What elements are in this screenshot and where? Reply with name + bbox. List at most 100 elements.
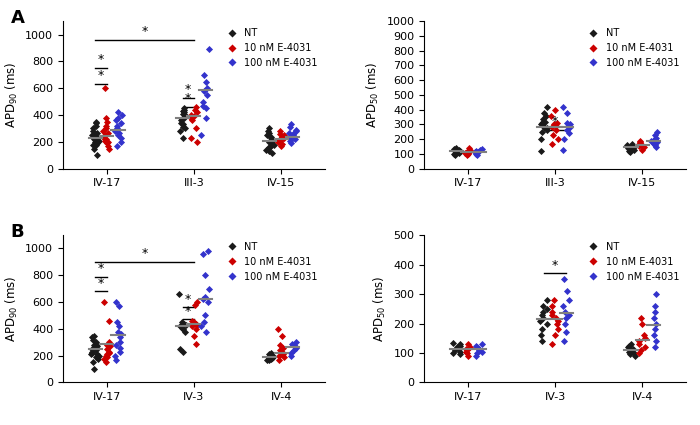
Point (186, 317, 197, 324)
Point (279, 354, 290, 360)
Text: B: B (10, 223, 25, 241)
Point (264, 351, 275, 358)
Point (88, 342, 99, 348)
Point (178, 106, 189, 113)
Point (471, 147, 482, 154)
Point (648, 332, 659, 339)
Point (191, 109, 202, 116)
Point (463, 353, 474, 360)
Point (191, 299, 202, 306)
Text: *: * (98, 69, 104, 82)
Point (561, 329, 572, 336)
Point (633, 350, 644, 357)
Text: *: * (98, 277, 104, 289)
Point (463, 149, 475, 156)
Point (201, 85, 212, 92)
Point (116, 139, 127, 145)
Point (626, 341, 637, 348)
Point (536, 121, 547, 128)
Point (637, 320, 648, 327)
Point (199, 293, 211, 300)
Point (88, 336, 99, 343)
Point (103, 139, 114, 145)
Point (273, 356, 284, 363)
Point (276, 133, 287, 140)
Point (564, 311, 575, 318)
Point (279, 134, 290, 141)
Point (101, 125, 112, 132)
Point (199, 312, 211, 319)
Point (650, 326, 661, 333)
Point (640, 344, 651, 351)
Point (541, 297, 552, 303)
Point (288, 342, 299, 348)
Point (283, 129, 294, 136)
Point (274, 352, 285, 359)
Point (634, 341, 645, 348)
Point (86, 350, 97, 357)
Point (541, 320, 552, 327)
Point (178, 114, 190, 121)
Point (196, 132, 207, 139)
Point (629, 353, 641, 360)
Point (459, 150, 470, 157)
Point (90, 136, 101, 143)
Point (116, 112, 127, 119)
Point (547, 311, 558, 318)
Point (99, 137, 111, 144)
Point (553, 326, 564, 333)
Point (636, 347, 647, 354)
Point (176, 120, 187, 127)
Point (464, 344, 475, 351)
Point (111, 117, 122, 124)
Point (88, 145, 99, 152)
Point (88, 359, 99, 366)
Point (562, 288, 573, 295)
Point (199, 319, 210, 326)
Point (639, 335, 650, 342)
Legend: NT, 10 nM E-4031, 100 nM E-4031: NT, 10 nM E-4031, 100 nM E-4031 (582, 240, 681, 283)
Point (198, 250, 209, 257)
Point (454, 341, 465, 348)
Point (461, 350, 472, 357)
Point (537, 311, 548, 318)
Point (290, 126, 301, 133)
Point (198, 88, 209, 94)
Point (180, 112, 191, 119)
Point (88, 128, 99, 135)
Point (185, 112, 196, 119)
Point (266, 133, 277, 140)
Point (104, 343, 116, 350)
Point (112, 122, 123, 129)
Point (461, 152, 472, 159)
Point (453, 150, 464, 157)
Point (274, 130, 286, 137)
Point (470, 353, 482, 360)
Point (188, 319, 199, 326)
Point (190, 301, 201, 308)
Point (86, 346, 97, 352)
Point (190, 340, 202, 347)
Point (265, 352, 276, 359)
Point (648, 140, 659, 147)
Point (546, 124, 557, 131)
Point (462, 148, 473, 155)
Point (625, 351, 636, 358)
Text: *: * (185, 83, 191, 96)
Point (100, 114, 111, 121)
Point (650, 136, 661, 143)
Point (549, 297, 560, 303)
Point (286, 140, 297, 147)
Point (178, 109, 190, 116)
Point (540, 112, 551, 119)
Point (626, 142, 637, 149)
Point (536, 119, 547, 126)
Point (98, 356, 109, 363)
Point (87, 334, 98, 340)
Point (91, 339, 102, 346)
Point (101, 119, 112, 125)
Point (538, 109, 550, 116)
Point (650, 308, 661, 315)
Point (88, 142, 99, 149)
Point (286, 352, 297, 359)
